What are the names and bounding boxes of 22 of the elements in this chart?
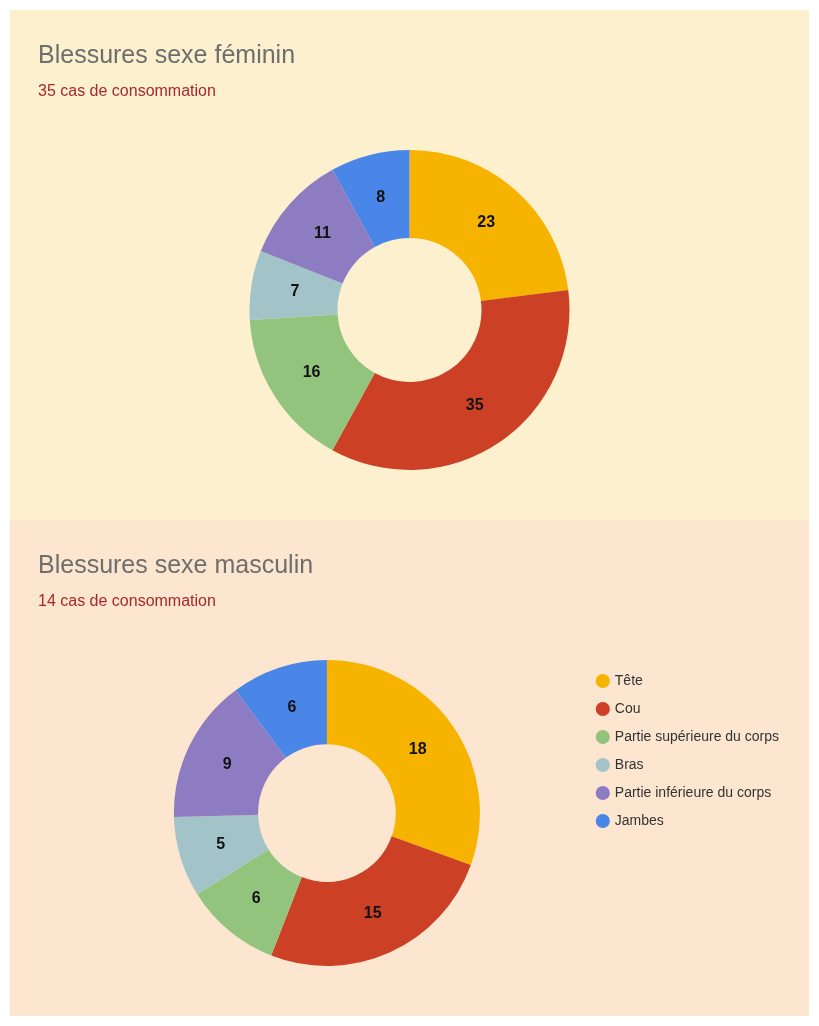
- data-label: 18: [408, 739, 427, 757]
- legend-label: Tête: [614, 671, 644, 688]
- chart-title: Blessures sexe féminin: [38, 40, 296, 69]
- legend-label: Partie supérieure du corps: [614, 727, 779, 744]
- data-label: 23: [477, 213, 496, 231]
- chart-subtitle: 14 cas de consommation: [38, 592, 216, 610]
- legend-label: Partie inférieure du corps: [614, 783, 772, 800]
- data-label: 6: [251, 888, 261, 906]
- data-label: 9: [222, 754, 232, 772]
- legend-label: Jambes: [614, 811, 664, 828]
- data-label: 15: [363, 904, 382, 922]
- data-label: 7: [290, 282, 300, 300]
- data-label: 11: [314, 223, 332, 241]
- data-label: 5: [216, 835, 226, 853]
- data-label: 6: [287, 698, 297, 716]
- chart-subtitle: 35 cas de consommation: [38, 82, 216, 100]
- chart-title: Blessures sexe masculin: [38, 550, 314, 579]
- data-label: 35: [465, 396, 484, 414]
- data-label: 8: [376, 188, 386, 206]
- legend-label: Cou: [614, 699, 641, 716]
- legend-label: Bras: [614, 755, 644, 772]
- data-label: 16: [302, 362, 321, 380]
